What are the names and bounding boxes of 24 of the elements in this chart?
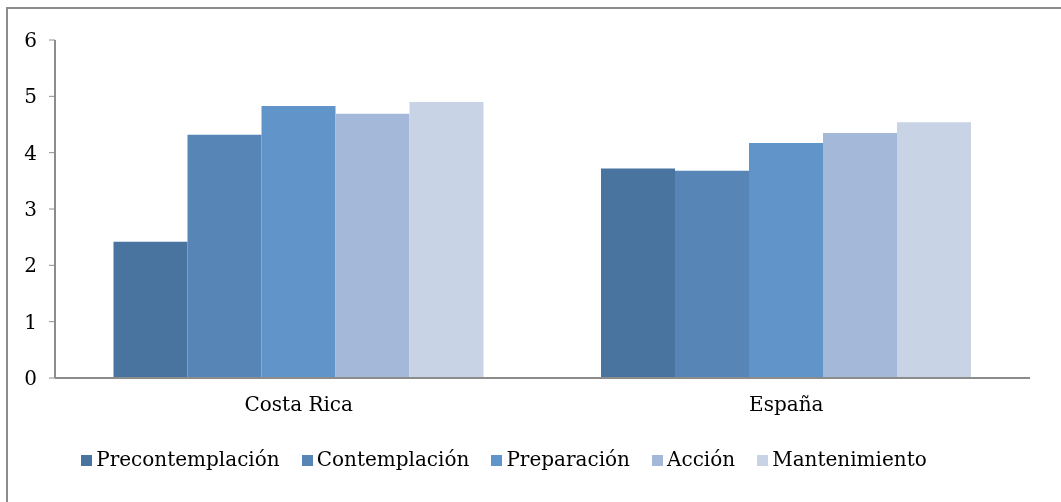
bar [749, 143, 823, 378]
y-tick-label: 0 [24, 366, 37, 391]
bar [113, 241, 188, 378]
legend-label: Preparación [506, 447, 630, 471]
legend-label: Precontemplación [96, 447, 280, 471]
y-tick-label: 1 [24, 309, 37, 334]
x-tick-label: Costa Rica [244, 392, 354, 417]
y-tick-label: 4 [24, 140, 37, 165]
bar [261, 105, 336, 378]
bar [409, 101, 484, 378]
y-tick-label: 6 [24, 28, 37, 53]
x-tick-label: España [749, 392, 824, 417]
bar [675, 170, 749, 378]
bar [335, 113, 410, 378]
y-tick-label: 2 [24, 253, 37, 278]
y-tick-label: 3 [24, 197, 37, 222]
legend-label: Contemplación [316, 447, 470, 471]
y-tick-label: 5 [24, 84, 37, 109]
legend-label: Acción [667, 447, 736, 471]
bar [187, 134, 262, 378]
bar [897, 122, 971, 378]
bar [823, 132, 897, 378]
legend-label: Mantenimiento [772, 447, 927, 471]
bar [601, 168, 675, 378]
